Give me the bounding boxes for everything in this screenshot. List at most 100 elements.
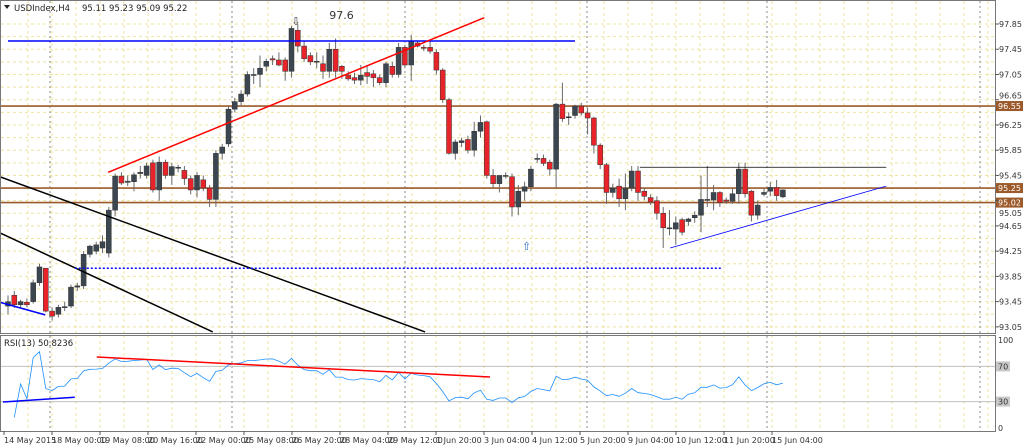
bear-candle — [433, 52, 440, 71]
rsi-tick-label: 0 — [998, 424, 1003, 433]
x-tick-label: 5 Jun 20:00 — [580, 436, 626, 445]
bull-candle — [250, 74, 257, 76]
bear-candle — [206, 187, 213, 200]
collapse-triangle-icon[interactable] — [4, 5, 10, 9]
bear-candle — [742, 168, 748, 194]
bear-candle — [295, 30, 301, 47]
bull-candle — [169, 166, 175, 176]
bear-candle — [591, 117, 597, 146]
price-tag-label: 95.25 — [998, 184, 1021, 193]
bull-candle — [685, 218, 692, 222]
price-tag — [996, 183, 1023, 194]
bear-candle — [402, 47, 408, 66]
y-tick-label: 96.65 — [999, 92, 1022, 101]
bear-candle — [11, 295, 18, 306]
early-support-line — [0, 301, 46, 316]
price-tag — [996, 197, 1023, 208]
y-tick-label: 97.85 — [999, 20, 1022, 29]
y-tick-label: 95.05 — [999, 209, 1022, 218]
bear-candle — [660, 213, 666, 229]
y-tick-label: 93.85 — [999, 272, 1022, 281]
bear-candle — [43, 267, 49, 312]
bull-candle — [515, 190, 522, 208]
bear-candle — [269, 58, 276, 61]
x-tick-label: 25 May 08:00 — [244, 436, 299, 445]
bull-candle — [358, 74, 364, 81]
bull-candle — [471, 131, 477, 151]
bull-candle — [754, 204, 761, 216]
bull-candle — [458, 140, 465, 143]
x-tick-label: 19 May 08:00 — [100, 436, 155, 445]
x-tick-label: 9 Jun 04:00 — [628, 436, 674, 445]
bull-candle — [710, 192, 717, 201]
bull-candle — [99, 241, 106, 249]
bull-candle — [572, 105, 578, 116]
x-tick-label: 11 Jun 20:00 — [724, 436, 775, 445]
bull-candle — [175, 166, 181, 169]
bear-candle — [635, 170, 641, 193]
triangle-bottom-line — [670, 185, 887, 249]
bear-candle — [421, 47, 427, 49]
bear-candle — [351, 77, 358, 81]
bull-candle — [87, 245, 93, 255]
bear-candle — [200, 179, 207, 189]
bear-candle — [641, 190, 648, 197]
bull-candle — [408, 40, 414, 66]
rising-trendline-line — [107, 16, 485, 173]
bear-candle — [162, 161, 169, 176]
bear-candle — [509, 176, 515, 208]
x-tick-label: 29 May 12:00 — [388, 436, 443, 445]
arrow-up-icon: ⇧ — [522, 240, 531, 253]
bear-candle — [603, 164, 610, 193]
bear-candle — [282, 59, 288, 72]
bull-candle — [263, 60, 270, 67]
bear-candle — [465, 139, 471, 151]
bear-candle — [389, 66, 396, 75]
bull-candle — [477, 122, 484, 132]
candles — [5, 24, 786, 321]
bear-candle — [439, 69, 446, 100]
x-tick-label: 10 Jun 12:00 — [676, 436, 727, 445]
bull-candle — [673, 222, 679, 230]
bull-candle — [383, 63, 389, 83]
x-tick-label: 26 May 20:00 — [292, 436, 347, 445]
bull-candle — [767, 187, 774, 192]
bear-candle — [187, 178, 194, 191]
y-tick-label: 97.05 — [999, 70, 1022, 79]
bear-candle — [559, 103, 566, 119]
bull-candle — [55, 307, 62, 315]
bull-candle — [232, 101, 238, 110]
bear-candle — [370, 73, 377, 78]
bull-candle — [93, 244, 99, 252]
bull-candle — [326, 48, 333, 72]
y-tick-label: 97.45 — [999, 45, 1022, 54]
symbol-label: USDIndex,H4 — [14, 4, 70, 14]
bull-candle — [80, 254, 87, 287]
bear-candle — [647, 197, 654, 203]
bear-candle — [717, 192, 723, 203]
bull-candle — [622, 187, 629, 200]
channel-upper-line — [0, 175, 426, 333]
bull-candle — [610, 187, 616, 193]
bear-candle — [376, 77, 383, 83]
channel-lower-line — [0, 232, 214, 333]
rsi-level-tag — [996, 361, 1010, 372]
x-tick-label: 20 May 16:00 — [148, 436, 203, 445]
bull-candle — [244, 74, 251, 95]
bull-candle — [565, 116, 572, 119]
bear-candle — [723, 199, 729, 202]
rsi-support-blue-line — [2, 396, 75, 403]
bull-candle — [553, 103, 559, 170]
bull-candle — [691, 214, 698, 218]
arrow-down-icon: ⇩ — [291, 15, 300, 28]
bear-candle — [332, 48, 339, 72]
main-panel-frame — [0, 0, 996, 334]
x-tick-label: 28 May 04:00 — [340, 436, 395, 445]
rsi-tick-label: 70 — [998, 362, 1008, 371]
rsi-level-tag — [996, 396, 1010, 407]
bear-candle — [276, 59, 282, 66]
bear-candle — [490, 175, 496, 184]
bull-candle — [729, 193, 736, 202]
bull-candle — [61, 306, 68, 308]
